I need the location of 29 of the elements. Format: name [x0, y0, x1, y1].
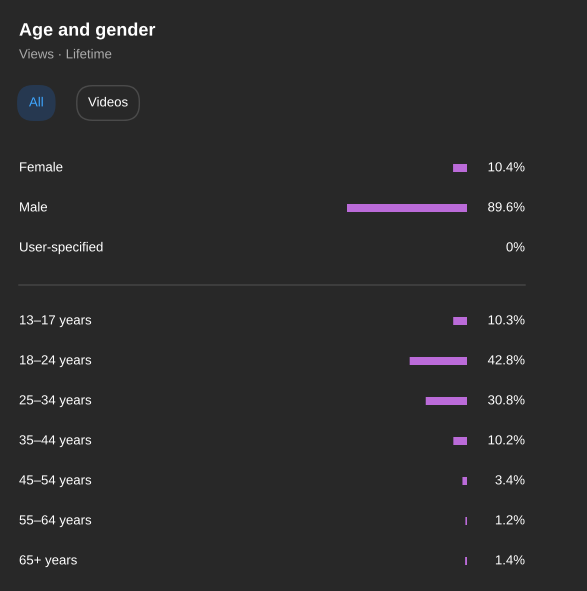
data-label: 1.2% [496, 515, 525, 524]
data-label: 3.4% [495, 475, 525, 485]
text: Videos [88, 96, 128, 107]
text: Age and gender [19, 22, 156, 40]
text: All [29, 96, 43, 106]
y-tick-label: 18–24 years [20, 355, 92, 368]
bar [410, 357, 467, 365]
data-label: 10.2% [488, 435, 525, 445]
bar [453, 317, 467, 325]
data-label: 10.3% [488, 315, 525, 325]
y-tick-label: User-specified [20, 242, 102, 254]
y-tick-label: Female [20, 162, 62, 172]
data-label: 1.4% [496, 555, 525, 564]
bar [453, 437, 467, 445]
y-tick-label: 35–44 years [20, 435, 92, 448]
y-tick-label: 45–54 years [19, 475, 92, 488]
bar [462, 477, 467, 485]
data-label: 30.8% [488, 395, 525, 405]
data-label: 89.6% [488, 202, 525, 212]
y-tick-label: 55–64 years [20, 515, 92, 528]
text: Views · Lifetime [19, 48, 112, 59]
y-tick-label: 65+ years [20, 555, 77, 568]
data-label: 42.8% [488, 355, 525, 365]
y-tick-label: Male [20, 202, 48, 212]
y-tick-label: 25–34 years [20, 395, 92, 408]
y-tick-label: 13–17 years [20, 315, 92, 328]
data-label: 0% [506, 242, 525, 252]
bar [426, 397, 467, 405]
data-label: 10.4% [488, 162, 525, 172]
